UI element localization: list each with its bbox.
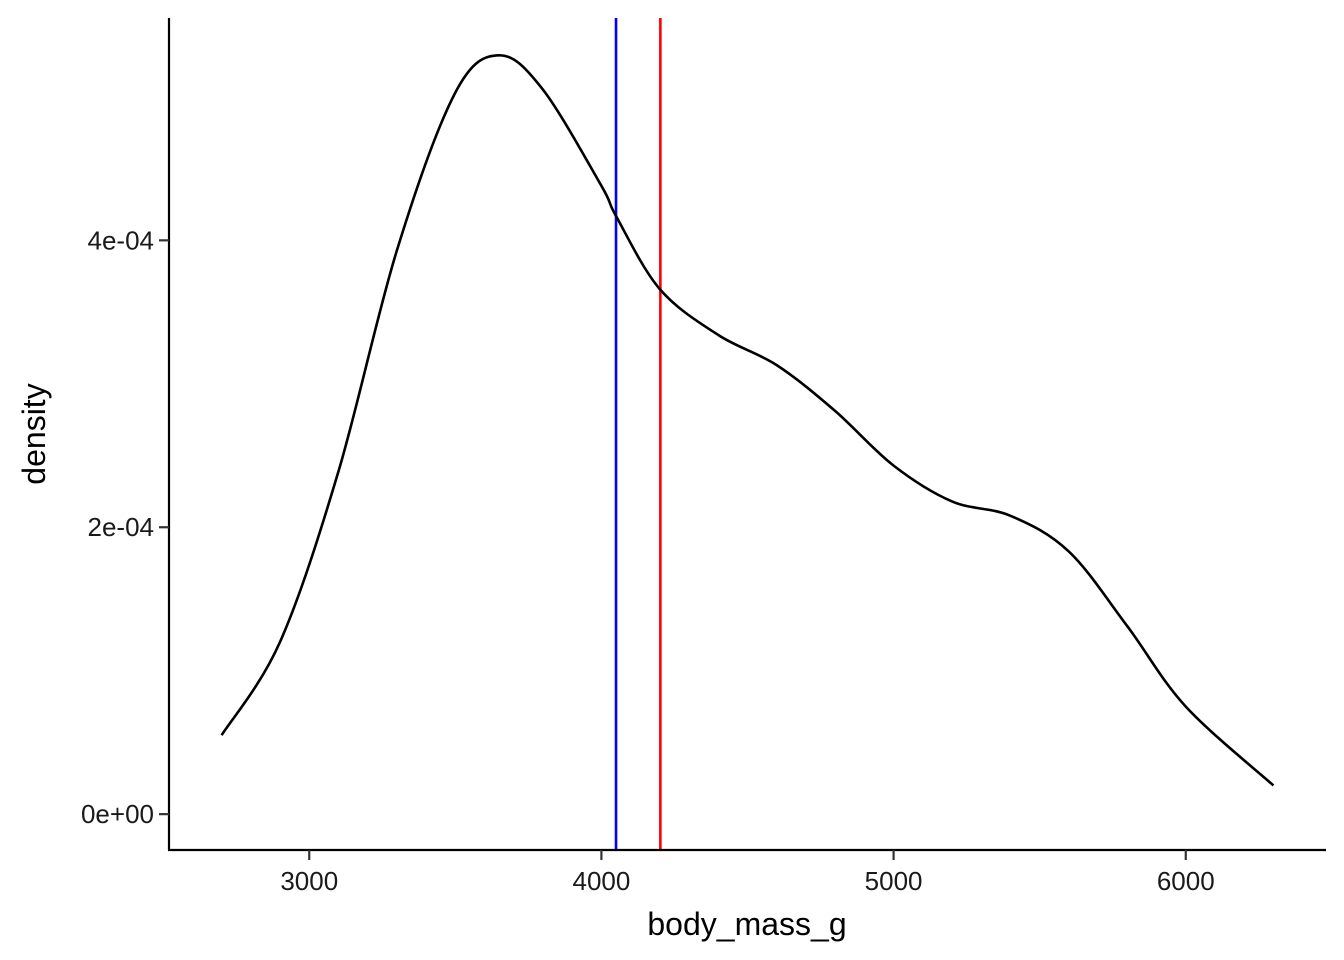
x-tick-label: 6000 — [1157, 866, 1215, 896]
y-tick-label: 2e-04 — [88, 512, 155, 542]
y-axis-ticks: 0e+00 2e-04 4e-04 — [81, 225, 169, 829]
x-tick-label: 4000 — [572, 866, 630, 896]
density-curve — [220, 53, 1275, 787]
reference-lines — [614, 18, 662, 850]
x-axis-title: body_mass_g — [647, 906, 846, 942]
x-tick-label: 3000 — [280, 866, 338, 896]
x-axis-ticks: 3000 4000 5000 6000 — [280, 850, 1215, 896]
y-tick-label: 4e-04 — [88, 225, 155, 255]
y-tick-label: 0e+00 — [81, 799, 154, 829]
y-axis-title: density — [16, 383, 52, 484]
x-tick-label: 5000 — [865, 866, 923, 896]
